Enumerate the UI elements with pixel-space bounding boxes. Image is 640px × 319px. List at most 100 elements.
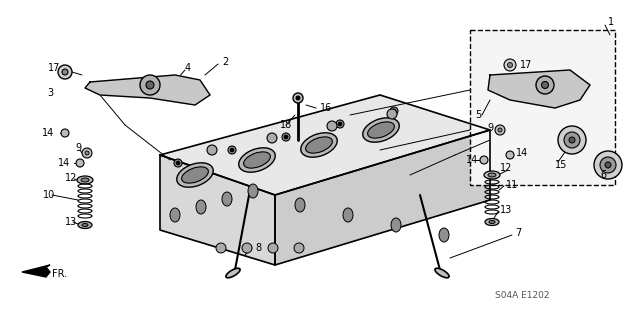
Circle shape — [242, 243, 252, 253]
Text: 13: 13 — [500, 205, 512, 215]
Circle shape — [228, 146, 236, 154]
Ellipse shape — [226, 268, 240, 278]
Circle shape — [327, 121, 337, 131]
Circle shape — [480, 156, 488, 164]
Text: 9: 9 — [75, 143, 81, 153]
Circle shape — [146, 81, 154, 89]
Circle shape — [293, 93, 303, 103]
Text: 12: 12 — [500, 163, 513, 173]
Circle shape — [536, 76, 554, 94]
Text: 4: 4 — [185, 63, 191, 73]
Ellipse shape — [439, 228, 449, 242]
Ellipse shape — [484, 171, 500, 179]
Polygon shape — [160, 155, 275, 265]
Text: 17: 17 — [520, 60, 532, 70]
Text: 11: 11 — [506, 180, 518, 190]
Circle shape — [495, 125, 505, 135]
Circle shape — [85, 151, 89, 155]
Ellipse shape — [367, 122, 394, 138]
Polygon shape — [22, 265, 50, 277]
Text: 8: 8 — [255, 243, 261, 253]
Text: 12: 12 — [65, 173, 77, 183]
Circle shape — [336, 120, 344, 128]
Text: 13: 13 — [65, 217, 77, 227]
Circle shape — [558, 126, 586, 154]
Circle shape — [504, 59, 516, 71]
Circle shape — [216, 243, 226, 253]
Ellipse shape — [182, 167, 209, 183]
Text: 9: 9 — [487, 123, 493, 133]
Text: 15: 15 — [555, 160, 568, 170]
Ellipse shape — [301, 133, 337, 157]
Circle shape — [594, 151, 622, 179]
Ellipse shape — [435, 268, 449, 278]
Ellipse shape — [489, 220, 495, 224]
Circle shape — [62, 69, 68, 75]
Text: 2: 2 — [222, 57, 228, 67]
Text: 14: 14 — [466, 155, 478, 165]
Text: FR.: FR. — [52, 269, 67, 279]
Text: 5: 5 — [475, 110, 481, 120]
Ellipse shape — [306, 137, 332, 153]
Text: 14: 14 — [58, 158, 70, 168]
Circle shape — [140, 75, 160, 95]
Text: 14: 14 — [42, 128, 54, 138]
Text: 18: 18 — [280, 120, 292, 130]
Text: 1: 1 — [608, 17, 614, 27]
Circle shape — [76, 159, 84, 167]
Text: 17: 17 — [48, 63, 60, 73]
Circle shape — [498, 128, 502, 132]
Ellipse shape — [248, 184, 258, 198]
Circle shape — [569, 137, 575, 143]
Circle shape — [600, 157, 616, 173]
Circle shape — [508, 63, 513, 68]
Circle shape — [294, 243, 304, 253]
Ellipse shape — [239, 148, 275, 172]
Circle shape — [58, 65, 72, 79]
Ellipse shape — [244, 152, 270, 168]
Polygon shape — [160, 95, 490, 195]
Ellipse shape — [485, 219, 499, 226]
Circle shape — [176, 161, 180, 165]
Ellipse shape — [81, 178, 89, 182]
Circle shape — [605, 162, 611, 168]
Circle shape — [82, 148, 92, 158]
Circle shape — [230, 148, 234, 152]
Ellipse shape — [363, 118, 399, 142]
Circle shape — [392, 109, 396, 113]
Text: S04A E1202: S04A E1202 — [495, 291, 550, 300]
Circle shape — [387, 109, 397, 119]
Ellipse shape — [77, 176, 93, 184]
Circle shape — [207, 145, 217, 155]
Ellipse shape — [82, 224, 88, 226]
Bar — [470, 30, 615, 185]
Text: 6: 6 — [600, 170, 606, 180]
Ellipse shape — [177, 163, 213, 187]
Circle shape — [174, 159, 182, 167]
Circle shape — [282, 133, 290, 141]
Ellipse shape — [295, 198, 305, 212]
Circle shape — [564, 132, 580, 148]
Text: 7: 7 — [515, 228, 521, 238]
Polygon shape — [488, 70, 590, 108]
Polygon shape — [85, 75, 210, 105]
Polygon shape — [275, 130, 490, 265]
Circle shape — [296, 96, 300, 100]
Ellipse shape — [343, 208, 353, 222]
Circle shape — [541, 81, 548, 88]
Ellipse shape — [222, 192, 232, 206]
Ellipse shape — [488, 173, 496, 177]
Circle shape — [268, 243, 278, 253]
Text: 3: 3 — [47, 88, 53, 98]
Circle shape — [284, 135, 288, 139]
Ellipse shape — [170, 208, 180, 222]
Circle shape — [61, 129, 69, 137]
Text: 10: 10 — [43, 190, 55, 200]
Text: 16: 16 — [320, 103, 332, 113]
Ellipse shape — [196, 200, 206, 214]
Text: 14: 14 — [516, 148, 528, 158]
Circle shape — [390, 107, 398, 115]
Circle shape — [338, 122, 342, 126]
Circle shape — [267, 133, 277, 143]
Circle shape — [506, 151, 514, 159]
